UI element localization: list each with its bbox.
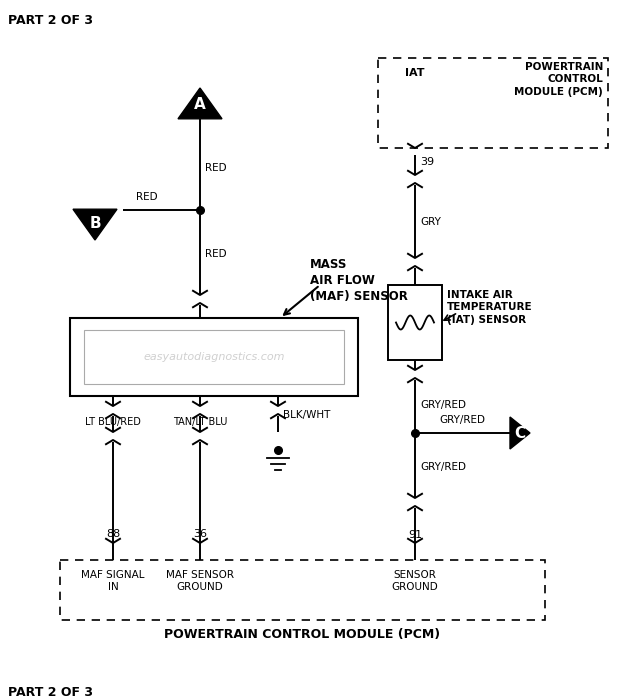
Bar (60, 560, 545, 620)
Text: MAF SIGNAL
IN: MAF SIGNAL IN (81, 570, 145, 592)
Text: RED: RED (205, 163, 227, 173)
Text: MAF SENSOR
GROUND: MAF SENSOR GROUND (166, 570, 234, 592)
Text: PART 2 OF 3: PART 2 OF 3 (8, 14, 93, 27)
Text: B: B (89, 216, 101, 231)
Text: IAT: IAT (405, 68, 425, 78)
Text: A: A (194, 97, 206, 112)
Text: INTAKE AIR
TEMPERATURE
(IAT) SENSOR: INTAKE AIR TEMPERATURE (IAT) SENSOR (447, 290, 533, 325)
Text: GRY/RED: GRY/RED (439, 415, 486, 425)
Text: 88: 88 (106, 529, 120, 539)
Text: C: C (514, 426, 525, 440)
Text: BLK/WHT: BLK/WHT (283, 410, 331, 420)
Text: POWERTRAIN
CONTROL
MODULE (PCM): POWERTRAIN CONTROL MODULE (PCM) (514, 62, 603, 97)
Polygon shape (73, 209, 117, 240)
Text: easyautodiagnostics.com: easyautodiagnostics.com (143, 352, 285, 362)
Text: TAN/LT BLU: TAN/LT BLU (173, 417, 227, 427)
Bar (84, 330, 344, 384)
Text: 91: 91 (408, 530, 422, 540)
Text: 36: 36 (193, 529, 207, 539)
Bar (70, 318, 358, 396)
Text: POWERTRAIN CONTROL MODULE (PCM): POWERTRAIN CONTROL MODULE (PCM) (164, 628, 441, 641)
Bar (378, 58, 608, 148)
Text: GRY: GRY (420, 217, 441, 227)
Polygon shape (510, 417, 530, 449)
Bar (388, 285, 442, 360)
Text: GRY/RED: GRY/RED (420, 400, 466, 410)
Text: PART 2 OF 3: PART 2 OF 3 (8, 686, 93, 699)
Text: RED: RED (205, 249, 227, 259)
Text: LT BLU/RED: LT BLU/RED (85, 417, 141, 427)
Text: SENSOR
GROUND: SENSOR GROUND (392, 570, 438, 592)
Text: GRY/RED: GRY/RED (420, 462, 466, 472)
Text: RED: RED (136, 192, 158, 202)
Text: 39: 39 (420, 157, 434, 167)
Text: MASS
AIR FLOW
(MAF) SENSOR: MASS AIR FLOW (MAF) SENSOR (310, 258, 408, 303)
Polygon shape (178, 88, 222, 119)
